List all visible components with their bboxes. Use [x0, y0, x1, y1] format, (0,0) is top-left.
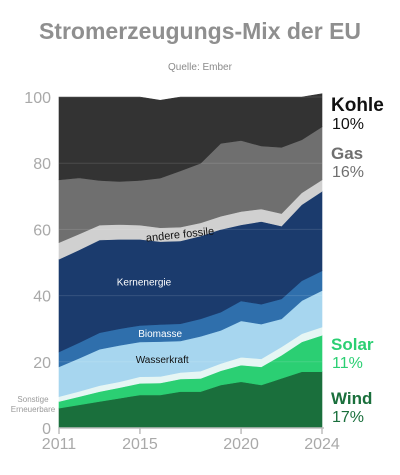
legend-value-solar: 11% [332, 355, 363, 372]
label-biomasse: Biomasse [138, 329, 182, 340]
legend-value-gas: 16% [332, 164, 364, 181]
legend-name-gas: Gas [331, 144, 363, 163]
area-kohle [58, 93, 323, 182]
y-tick-label-80: 80 [33, 156, 51, 173]
y-tick-label-60: 60 [33, 222, 51, 239]
legend-value-wind: 17% [332, 409, 364, 426]
chart-title: Stromerzeugungs-Mix der EU [38, 18, 362, 44]
legend-name-solar: Solar [331, 335, 374, 354]
x-tick-label-2011: 2011 [42, 436, 77, 453]
legend-value-kohle: 10% [332, 116, 364, 133]
label-kernenergie: Kernenergie [117, 277, 172, 288]
x-tick-label-2020: 2020 [223, 436, 259, 453]
x-tick-label-2024: 2024 [304, 436, 340, 453]
legend-name-wind: Wind [331, 389, 372, 408]
y-tick-label-100: 100 [24, 90, 51, 107]
y-tick-label-40: 40 [33, 289, 51, 306]
label-wasserkraft: Wasserkraft [136, 355, 189, 366]
label-sonstige-erneuerbare-line2: Erneuerbare [11, 405, 56, 414]
legend-name-kohle: Kohle [331, 95, 384, 116]
x-tick-label-2015: 2015 [122, 436, 158, 453]
label-sonstige-erneuerbare: Sonstige [17, 395, 49, 404]
chart-source: Quelle: Ember [168, 62, 232, 73]
y-tick-label-0: 0 [42, 421, 51, 438]
y-tick-label-20: 20 [33, 355, 51, 372]
